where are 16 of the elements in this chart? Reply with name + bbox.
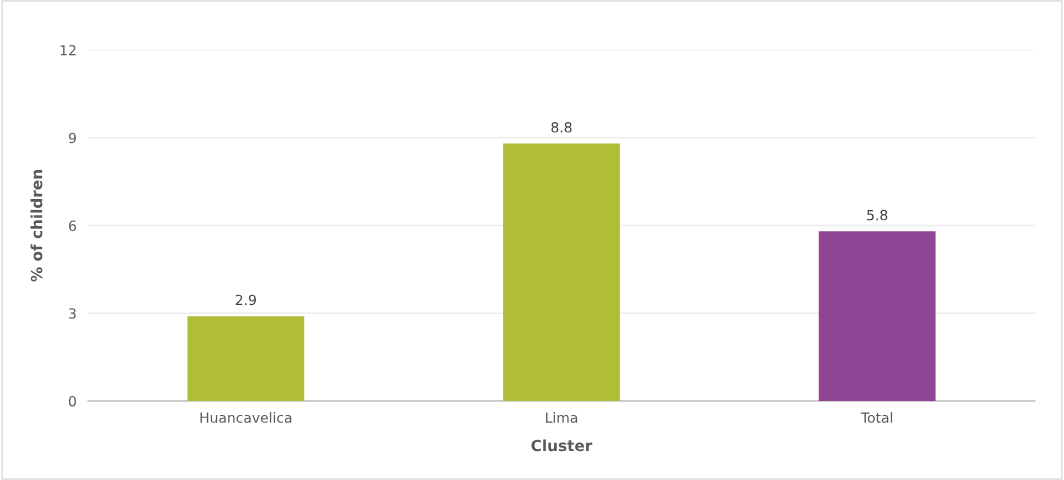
y-tick-label: 0 <box>68 395 76 407</box>
x-tick-label: Lima <box>546 412 578 423</box>
bar <box>503 143 620 401</box>
y-tick-label: 6 <box>69 220 77 231</box>
y-tick-label: 12 <box>60 44 76 56</box>
data-label: 5.8 <box>867 209 888 221</box>
x-tick-label: Total <box>860 412 893 423</box>
x-axis-title: Cluster <box>531 439 593 452</box>
y-tick-label: 3 <box>69 308 76 319</box>
data-label: 8.8 <box>551 122 572 133</box>
bar <box>818 231 936 401</box>
data-label: 2.9 <box>235 294 256 306</box>
y-axis-title: % of children <box>30 170 43 282</box>
x-tick-label: Huancavelica <box>200 412 292 423</box>
bar <box>187 316 305 401</box>
y-tick-label: 9 <box>68 132 76 144</box>
